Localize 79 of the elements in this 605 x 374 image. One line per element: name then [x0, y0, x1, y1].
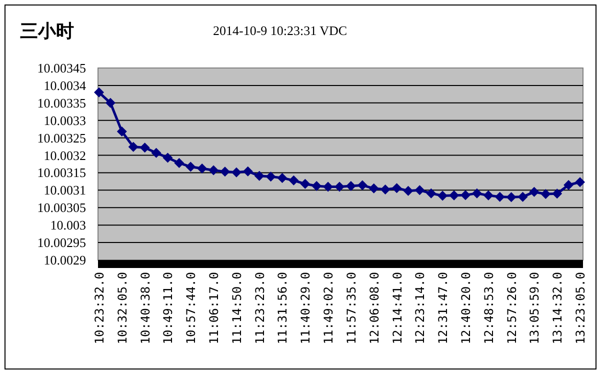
chart-subtitle: 2014-10-9 10:23:31 VDC — [213, 23, 348, 38]
y-tick-label: 10.0032 — [44, 148, 86, 163]
point — [380, 184, 390, 194]
point — [186, 162, 196, 172]
x-tick-label: 10:49:11.0 — [161, 272, 176, 344]
point — [277, 172, 288, 183]
point — [140, 142, 150, 153]
y-tick-label: 10.003 — [50, 218, 86, 233]
point — [288, 175, 299, 186]
x-tick-label: 10:32:05.0 — [115, 272, 130, 344]
y-tick-label: 10.00345 — [37, 60, 86, 76]
point — [564, 180, 574, 190]
point — [162, 152, 173, 163]
x-tick-label: 13:14:32.0 — [550, 272, 565, 344]
point — [323, 182, 334, 192]
x-tick-label: 13:05:59.0 — [528, 272, 542, 344]
point — [460, 190, 470, 200]
point — [94, 87, 104, 98]
x-tick-label: 12:31:47.0 — [436, 272, 450, 344]
x-tick-label: 10:40:38.0 — [138, 272, 152, 344]
x-tick-label: 12:48:53.0 — [482, 272, 496, 344]
x-tick-label: 11:49:02.0 — [322, 272, 336, 344]
x-tick-label: 13:23:05.0 — [574, 272, 588, 344]
point — [472, 188, 482, 198]
point — [438, 190, 448, 201]
point — [368, 183, 379, 194]
x-tick-label: 12:14:41.0 — [390, 272, 404, 344]
point — [392, 183, 402, 194]
y-tick-label: 10.00315 — [37, 165, 86, 180]
x-tick-label: 12:40:20.0 — [458, 272, 473, 344]
y-tick-label: 10.00305 — [37, 200, 86, 216]
point — [403, 186, 414, 196]
point — [552, 188, 562, 199]
point — [414, 185, 425, 196]
y-tick-label: 10.0033 — [44, 112, 86, 128]
chart-title: 三小时 — [20, 21, 74, 42]
point — [128, 142, 138, 152]
x-tick-label: 10:23:32.0 — [92, 272, 106, 344]
y-tick-label: 10.00335 — [37, 95, 86, 110]
point — [346, 180, 356, 191]
point — [506, 192, 516, 202]
point — [357, 180, 368, 190]
point — [575, 177, 585, 188]
point — [334, 182, 344, 192]
x-tick-label: 11:57:35.0 — [344, 272, 358, 344]
point — [529, 186, 540, 197]
point — [197, 164, 208, 174]
x-tick-label: 11:23:23.0 — [252, 272, 267, 344]
point — [540, 189, 551, 200]
point — [266, 172, 276, 182]
point — [151, 148, 162, 158]
x-tick-label: 12:23:14.0 — [413, 272, 428, 344]
x-tick-label: 11:40:29.0 — [298, 272, 313, 344]
point — [300, 178, 310, 189]
y-tick-label: 10.00295 — [37, 235, 86, 250]
x-tick-label: 11:14:50.0 — [230, 272, 244, 344]
point — [231, 167, 242, 178]
y-tick-label: 10.0029 — [44, 252, 86, 268]
point — [483, 190, 494, 200]
y-tick-label: 10.00325 — [37, 130, 86, 146]
point — [242, 166, 253, 176]
point — [312, 180, 322, 191]
y-tick-label: 10.0034 — [44, 78, 86, 93]
point — [208, 165, 219, 176]
y-tick-label: 10.0031 — [44, 182, 86, 198]
point — [426, 188, 436, 198]
point — [220, 166, 230, 177]
x-tick-label: 10:57:44.0 — [184, 272, 198, 344]
point — [116, 126, 127, 137]
point — [105, 98, 116, 108]
point — [518, 192, 528, 202]
point — [254, 170, 264, 181]
point — [449, 190, 460, 200]
point — [494, 192, 505, 202]
x-tick-label: 11:31:56.0 — [276, 272, 290, 344]
x-tick-label: 12:57:26.0 — [504, 272, 519, 344]
x-tick-label: 12:06:08.0 — [367, 272, 382, 344]
point — [174, 158, 184, 168]
x-tick-label: 11:06:17.0 — [207, 272, 222, 344]
